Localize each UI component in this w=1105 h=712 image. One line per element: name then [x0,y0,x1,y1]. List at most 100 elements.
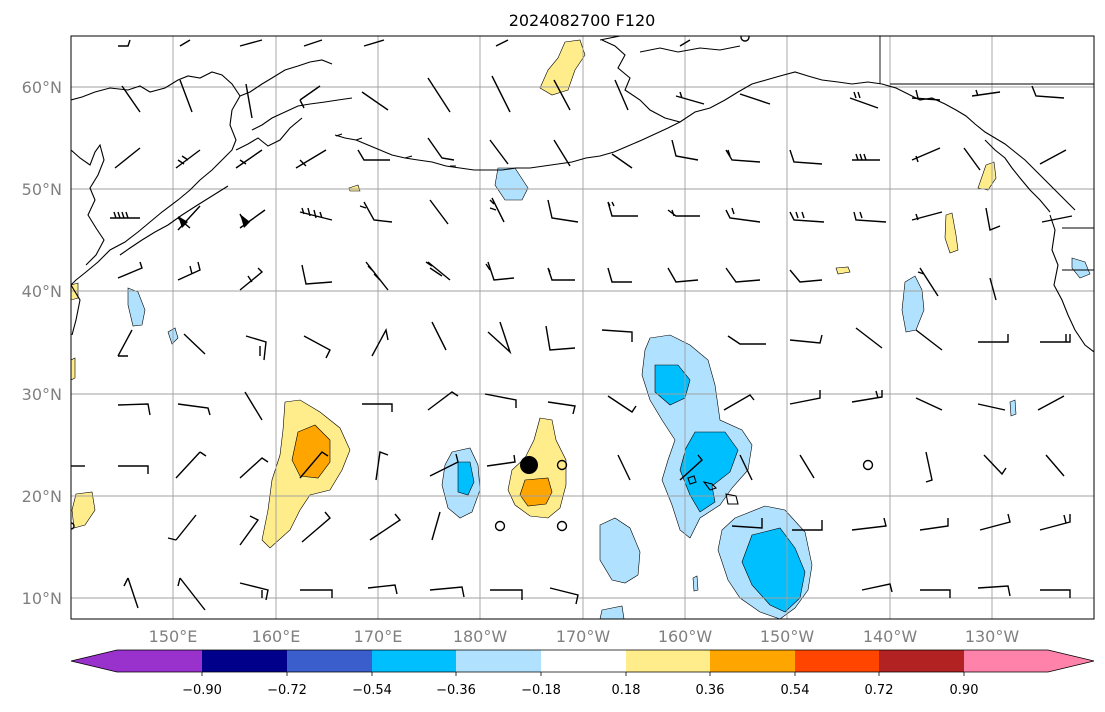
coastline-kurils [119,185,229,256]
wind-barb [1039,514,1071,531]
colorbar-tick-label: 0.18 [612,683,641,698]
wind-barb [671,139,699,161]
wind-barb [911,147,941,163]
wind-barb [303,335,331,359]
wind-barb [849,91,879,109]
wind-barb [239,39,263,47]
calm-marker [862,459,874,471]
wind-barb-flag [240,214,250,228]
wind-barb [239,457,269,479]
wind-barb [1040,334,1071,343]
wind-barb [425,261,451,281]
wind-barb [179,79,193,113]
colorbar-tick-label: 0.36 [696,683,725,698]
wind-barb [851,517,887,531]
wind-barb [725,267,761,283]
wind-barb [177,261,201,281]
wind-barb [725,207,761,223]
negative-small-west [127,287,146,327]
wind-barb [487,321,512,355]
wind-barb [427,137,455,161]
wind-barb [295,149,327,169]
wind-barb [667,267,699,283]
wind-barb [357,149,390,161]
negative-small-east-coast [1071,257,1091,279]
wind-barb [789,211,825,223]
colorbar-tick-label: −0.90 [182,683,222,698]
coastline-bering-north [251,97,353,131]
colorbar-tick-label: −0.18 [521,683,561,698]
wind-barb [852,153,880,161]
calm-marker [71,522,75,530]
wind-barb [725,149,761,163]
wind-barb [607,201,638,217]
wind-barb [117,261,143,279]
negative-core-hawaii-south [679,431,739,513]
wind-barb [1031,85,1065,99]
lat-label: 30°N [22,385,62,404]
coastline-sea-of-okhotsk [71,143,105,266]
wind-barb [971,89,1001,97]
wind-barb [244,391,263,421]
wind-barb [175,451,207,479]
lon-label: 130°W [965,627,1020,646]
wind-barb [977,403,1006,411]
map-title: 2024082700 F120 [509,11,656,30]
wind-barb [1037,395,1065,411]
coastline-north-america-west [1049,214,1094,353]
colorbar-tick-label: −0.72 [267,683,307,698]
map-background [71,36,1094,619]
wind-barb [611,153,633,169]
wind-barb [919,518,949,531]
wind-barb [177,577,206,611]
wind-barb [545,325,576,351]
wind-barb [983,454,1007,476]
lon-label: 160°W [658,627,713,646]
wind-barb [549,587,579,605]
coastline-japan [71,284,81,336]
wind-barb [375,451,389,481]
colorbar-segment [202,650,287,672]
border-canada-usa [1062,227,1094,271]
wind-barb [117,329,133,357]
wind-barb [299,451,329,479]
wind-barb [299,207,333,221]
colorbar: −0.90 −0.72 −0.54 −0.36 −0.18 0.18 0.36 … [70,649,1095,698]
positive-region-east [944,212,959,254]
wind-barb [553,139,571,167]
coastline-anadyr [235,117,303,151]
wind-barb-flag [178,216,188,228]
wind-barb [1039,149,1067,165]
colorbar-segment [795,650,879,672]
wind-barb [739,93,771,105]
wind-barb [301,264,333,285]
negative-region-south-central [599,517,641,584]
wind-barb [547,401,576,415]
coastline-chukotka [239,59,333,97]
wind-barb [614,79,629,111]
positive-small-d [71,357,76,381]
wind-barb [303,39,323,47]
lat-label: 20°N [22,487,62,506]
wind-barb [667,209,700,217]
lon-label: 150°W [760,627,815,646]
colorbar-segment [287,650,372,672]
calm-marker [740,36,750,42]
wind-barb [1040,589,1071,598]
wind-barb [925,451,933,483]
longitude-labels: 150°E 160°E 170°E 180°W 170°W 160°W 150°… [149,627,1020,646]
wind-barb [485,261,515,281]
colorbar-segment [964,650,1048,672]
colorbar-segment [879,650,964,672]
wind-barb [431,511,441,541]
islands-small [335,133,456,167]
latitude-labels: 60°N 50°N 40°N 30°N 20°N 10°N [22,78,62,608]
lat-label: 40°N [22,282,62,301]
wind-barb [114,147,141,169]
calm-marker [494,520,506,532]
wind-barb [851,390,883,403]
wind-barb [363,39,385,47]
lon-label: 160°E [252,627,301,646]
wind-barb [429,199,449,225]
